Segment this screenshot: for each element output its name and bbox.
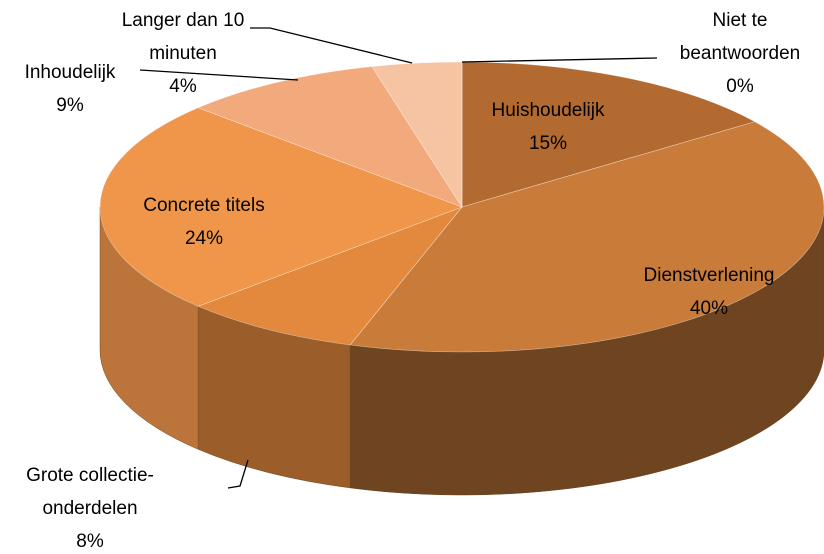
pie-sides [99,206,824,496]
slice [349,121,824,353]
slice-label: Langer dan 10 minuten 4% [108,4,258,103]
leader-line [227,459,249,489]
value-label: 40% [689,298,729,319]
slice [197,206,463,346]
leader-line [461,57,658,63]
slice-label: Inhoudelijk 9% [0,56,140,122]
value-label: 8% [76,531,104,552]
value-label: 4% [169,76,197,97]
category-label: Inhoudelijk [24,62,116,83]
leader-lines [139,27,658,489]
slice-label: Huishoudelijk 15% [468,94,628,160]
category-label: Huishoudelijk [491,100,605,121]
pie-tops [99,61,824,353]
slice-label: Grote collectie-onderdelen 8% [10,459,170,554]
slice [99,107,463,307]
value-label: 15% [528,133,568,154]
category-label: Grote collectie-onderdelen [26,465,154,519]
leader-line [250,27,413,64]
category-label: Niet te beantwoorden [679,10,801,64]
slice-label: Niet te beantwoorden 0% [670,4,810,103]
leader-line [139,69,299,81]
slice-label: Dienstverlening 40% [614,259,804,325]
category-label: Dienstverlening [643,265,775,286]
value-label: 24% [184,228,224,249]
category-label: Langer dan 10 minuten [121,10,245,64]
value-label: 9% [56,95,84,116]
slice [461,61,756,208]
slice [197,66,463,208]
category-label: Concrete titels [143,195,265,216]
slice-label: Concrete titels 24% [104,189,304,255]
value-label: 0% [726,76,754,97]
